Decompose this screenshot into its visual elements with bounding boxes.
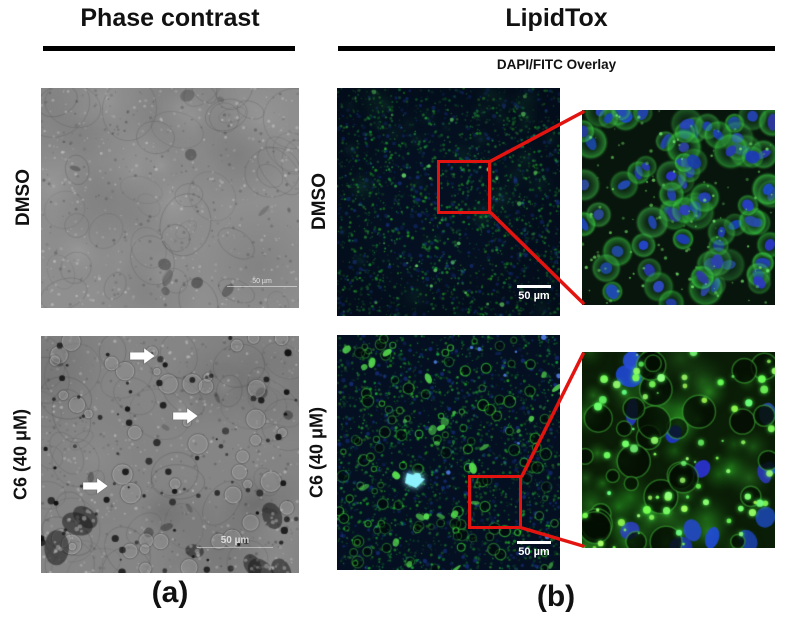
roi-box-c6: [468, 475, 522, 529]
subtitle-dapi-fitc-overlay: DAPI/FITC Overlay: [496, 57, 617, 72]
row-label-c6-fluor: C6 (40 μM): [306, 406, 327, 499]
panel-label-b: (b): [536, 580, 576, 613]
phase-contrast-dmso-micrograph: [41, 88, 299, 308]
lipidtox-c6-micrograph: [337, 335, 560, 570]
roi-box-dmso: [437, 160, 491, 214]
phase-contrast-c6-micrograph: [41, 336, 299, 573]
header-rule-left: [43, 46, 295, 51]
column-title-phase-contrast: Phase contrast: [80, 4, 260, 32]
row-label-c6-phase: C6 (40 μM): [10, 408, 31, 501]
lipidtox-dmso-inset-magnified: [582, 110, 775, 305]
row-label-dmso-phase: DMSO: [13, 169, 34, 227]
row-label-dmso-fluor: DMSO: [309, 173, 330, 231]
header-rule-right: [338, 46, 775, 51]
panel-label-a: (a): [151, 576, 189, 609]
lipidtox-c6-inset-magnified: [582, 352, 775, 548]
column-title-lipidtox: LipidTox: [505, 4, 608, 32]
